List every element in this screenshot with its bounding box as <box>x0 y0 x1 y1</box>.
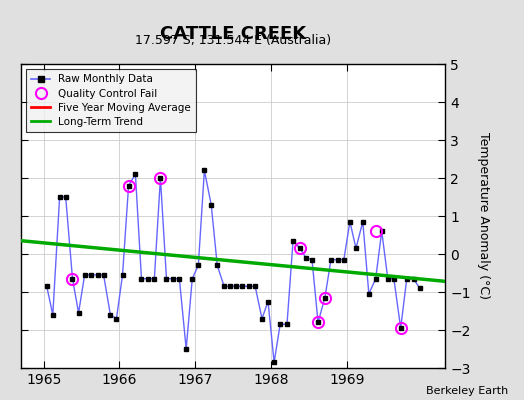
Y-axis label: Temperature Anomaly (°C): Temperature Anomaly (°C) <box>477 132 490 300</box>
Title: CATTLE CREEK: CATTLE CREEK <box>160 25 306 43</box>
Text: Berkeley Earth: Berkeley Earth <box>426 386 508 396</box>
Text: 17.597 S, 131.544 E (Australia): 17.597 S, 131.544 E (Australia) <box>135 34 331 47</box>
Legend: Raw Monthly Data, Quality Control Fail, Five Year Moving Average, Long-Term Tren: Raw Monthly Data, Quality Control Fail, … <box>26 69 196 132</box>
